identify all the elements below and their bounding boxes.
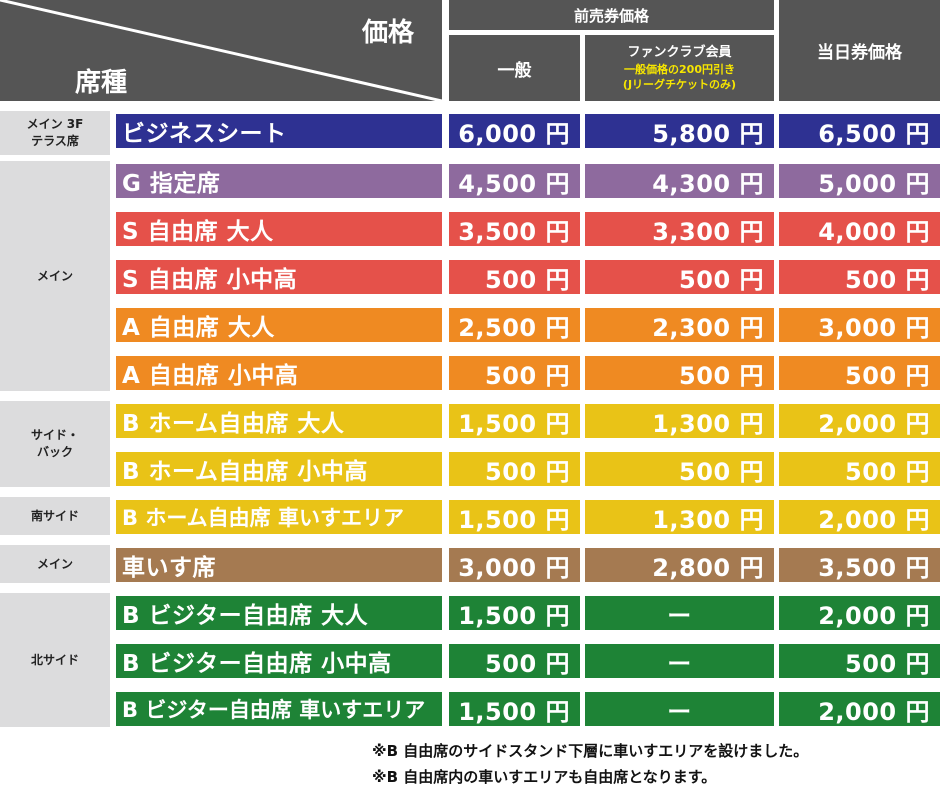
fanclub-price: 500 円 — [585, 452, 774, 486]
seat-name: B ホーム自由席 小中高 — [116, 452, 442, 486]
diagonal-divider — [0, 0, 442, 101]
general-price: 4,500 円 — [449, 164, 580, 198]
seat-name: A 自由席 大人 — [116, 308, 442, 342]
fanclub-price: 5,800 円 — [585, 114, 774, 148]
fanclub-price: ー — [585, 644, 774, 678]
general-price: 6,000 円 — [449, 114, 580, 148]
footnote-wheelchair-area: ※B 自由席のサイドスタンド下層に車いすエリアを設けました。 — [372, 742, 809, 760]
area-label-side-back: サイド・ バック — [0, 401, 110, 487]
sameday-price: 3,500 円 — [779, 548, 940, 582]
fanclub-price: 3,300 円 — [585, 212, 774, 246]
seat-name: B ビジター自由席 小中高 — [116, 644, 442, 678]
sameday-price: 2,000 円 — [779, 500, 940, 534]
general-price: 1,500 円 — [449, 500, 580, 534]
fanclub-price: 4,300 円 — [585, 164, 774, 198]
advance-price-header: 前売券価格 — [449, 0, 774, 30]
fanclub-price: 1,300 円 — [585, 404, 774, 438]
sameday-price-label: 当日券価格 — [817, 43, 902, 63]
sameday-price-header: 当日券価格 — [779, 0, 940, 101]
sameday-price: 2,000 円 — [779, 596, 940, 630]
fanclub-price: 500 円 — [585, 356, 774, 390]
fanclub-price: ー — [585, 692, 774, 726]
sameday-price: 500 円 — [779, 644, 940, 678]
general-price: 500 円 — [449, 260, 580, 294]
sameday-price: 500 円 — [779, 452, 940, 486]
general-price: 500 円 — [449, 644, 580, 678]
corner-header: 価格 席種 — [0, 0, 442, 101]
fanclub-jleague-note: (Jリーグチケットのみ) — [622, 78, 737, 91]
area-label-main-wheelchair: メイン — [0, 545, 110, 583]
seat-name: B ビジター自由席 大人 — [116, 596, 442, 630]
sameday-price: 6,500 円 — [779, 114, 940, 148]
area-label-main: メイン — [0, 161, 110, 391]
area-label-south-side: 南サイド — [0, 497, 110, 535]
seat-name: A 自由席 小中高 — [116, 356, 442, 390]
general-price: 3,000 円 — [449, 548, 580, 582]
fanclub-price: 1,300 円 — [585, 500, 774, 534]
sameday-price: 5,000 円 — [779, 164, 940, 198]
fanclub-price-header: ファンクラブ会員 一般価格の200円引き (Jリーグチケットのみ) — [585, 35, 774, 101]
fanclub-price: 2,300 円 — [585, 308, 774, 342]
general-price: 2,500 円 — [449, 308, 580, 342]
sameday-price: 2,000 円 — [779, 404, 940, 438]
sameday-price: 2,000 円 — [779, 692, 940, 726]
general-price: 1,500 円 — [449, 692, 580, 726]
seat-type-header-label: 席種 — [75, 68, 128, 98]
general-price-header: 一般 — [449, 35, 580, 101]
general-price-label: 一般 — [497, 60, 532, 81]
fanclub-price: 2,800 円 — [585, 548, 774, 582]
seat-name: G 指定席 — [116, 164, 442, 198]
sameday-price: 4,000 円 — [779, 212, 940, 246]
seat-name: B ホーム自由席 大人 — [116, 404, 442, 438]
seat-name: S 自由席 小中高 — [116, 260, 442, 294]
general-price: 500 円 — [449, 452, 580, 486]
fanclub-discount-note: 一般価格の200円引き — [624, 63, 735, 76]
seat-name: B ビジター自由席 車いすエリア — [116, 692, 442, 726]
seat-name: 車いす席 — [116, 548, 442, 582]
sameday-price: 500 円 — [779, 260, 940, 294]
fanclub-price: ー — [585, 596, 774, 630]
general-price: 1,500 円 — [449, 404, 580, 438]
seat-name: B ホーム自由席 車いすエリア — [116, 500, 442, 534]
general-price: 1,500 円 — [449, 596, 580, 630]
seat-name: ビジネスシート — [116, 114, 442, 148]
area-label-north-side: 北サイド — [0, 593, 110, 727]
area-label-main-terrace: メイン 3F テラス席 — [0, 111, 110, 155]
sameday-price: 500 円 — [779, 356, 940, 390]
general-price: 3,500 円 — [449, 212, 580, 246]
advance-price-label: 前売券価格 — [573, 6, 649, 25]
fanclub-price: 500 円 — [585, 260, 774, 294]
price-header-label: 価格 — [362, 18, 415, 48]
fanclub-label: ファンクラブ会員 — [627, 45, 732, 60]
general-price: 500 円 — [449, 356, 580, 390]
seat-name: S 自由席 大人 — [116, 212, 442, 246]
sameday-price: 3,000 円 — [779, 308, 940, 342]
footnote-free-seating: ※B 自由席内の車いすエリアも自由席となります。 — [372, 768, 717, 786]
